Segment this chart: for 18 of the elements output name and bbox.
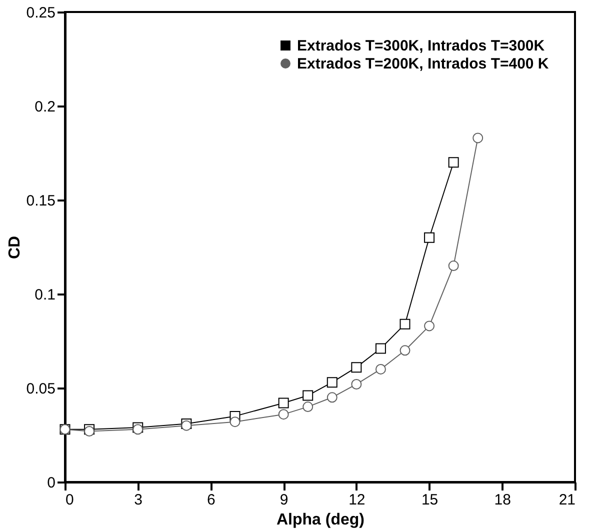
y-tick-label: 0.2 [34,98,56,116]
y-tick-label: 0 [47,474,56,492]
x-axis-title: Alpha (deg) [276,512,364,528]
x-tick-label: 18 [494,492,511,508]
x-tick-label: 15 [421,492,438,508]
y-axis-title: CD [6,236,24,260]
x-tick-label: 0 [66,492,74,508]
y-tick-label: 0.15 [26,192,56,210]
y-tick-label: 0.05 [26,380,56,398]
legend-label: Extrados T=200K, Intrados T=400 K [297,56,549,72]
x-tick-label: 12 [348,492,366,508]
x-tick-label: 21 [558,492,576,508]
legend-label: Extrados T=300K, Intrados T=300K [297,38,545,54]
x-tick-label: 6 [207,492,216,508]
x-tick-label: 3 [134,492,143,508]
y-tick-label: 0.1 [34,286,56,304]
y-tick-label: 0.25 [26,4,56,22]
x-tick-label: 9 [280,492,288,508]
